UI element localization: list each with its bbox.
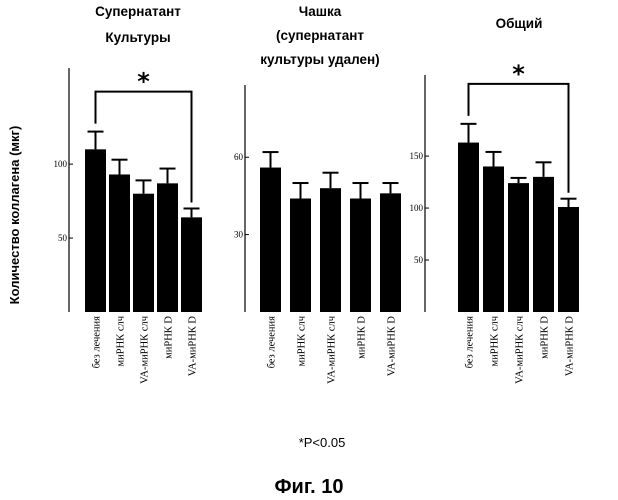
category-label: VA-миРНК слч	[327, 315, 338, 384]
bar	[508, 183, 529, 312]
category-label: VA-миРНК слч	[140, 315, 151, 384]
bar	[85, 149, 106, 312]
y-tick-label: 30	[234, 230, 244, 240]
category-label: VA-миРНК D	[387, 316, 398, 377]
category-label: VA-миРНК слч	[515, 315, 526, 384]
panel-title-line: Общий	[496, 16, 543, 31]
bar	[290, 199, 311, 313]
category-label: миРНК слч	[297, 315, 308, 366]
category-label: миРНК D	[357, 316, 368, 359]
category-label: миРНК слч	[116, 315, 127, 366]
bar	[533, 177, 554, 312]
category-label: миРНК слч	[490, 315, 501, 366]
panel-title-line: (супернатант	[276, 28, 364, 43]
category-label: без лечения	[465, 316, 476, 369]
panel-title-line: Чашка	[299, 4, 342, 19]
panel-supernatant: Супернатант Культуры 50 100 без лечения миР…	[54, 4, 203, 384]
y-tick-label: 50	[58, 233, 68, 243]
category-label: миРНК D	[540, 316, 551, 359]
y-tick-label: 60	[234, 152, 244, 162]
bar	[320, 188, 341, 312]
y-tick-label: 100	[54, 159, 68, 169]
category-label: миРНК D	[164, 316, 175, 359]
significance-footnote: *P<0.05	[299, 435, 346, 450]
panel-title-line: Культуры	[105, 30, 170, 45]
category-label: без лечения	[267, 316, 278, 369]
significance-star: *	[137, 68, 150, 96]
bar	[109, 174, 130, 312]
figure-caption: Фиг. 10	[274, 476, 343, 498]
bar	[483, 166, 504, 312]
category-label: VA-миРНК D	[565, 316, 576, 377]
panel-title-line: Супернатант	[95, 4, 181, 19]
panel-total: Общий 50 100 150 без лечения миРНК слч VA-миР…	[410, 16, 580, 384]
bar	[558, 207, 579, 312]
y-tick-label: 150	[410, 151, 424, 161]
y-tick-label: 50	[414, 255, 424, 265]
y-axis-label: Количество коллагена (мкг)	[7, 126, 22, 305]
y-tick-label: 100	[410, 203, 424, 213]
bar	[133, 194, 154, 312]
significance-star: *	[512, 60, 525, 88]
bar	[157, 183, 178, 312]
bar	[260, 168, 281, 312]
panel-title-line: культуры удален)	[260, 52, 379, 67]
bar	[458, 143, 479, 312]
category-label: VA-миРНК D	[188, 316, 199, 377]
panel-dish: Чашка (супернатант культуры удален) 30 60…	[234, 4, 401, 384]
bar	[380, 193, 401, 312]
figure: Количество коллагена (мкг) Супернатант К…	[0, 0, 618, 500]
bar	[181, 217, 202, 312]
bar	[350, 199, 371, 313]
category-label: без лечения	[92, 316, 103, 369]
